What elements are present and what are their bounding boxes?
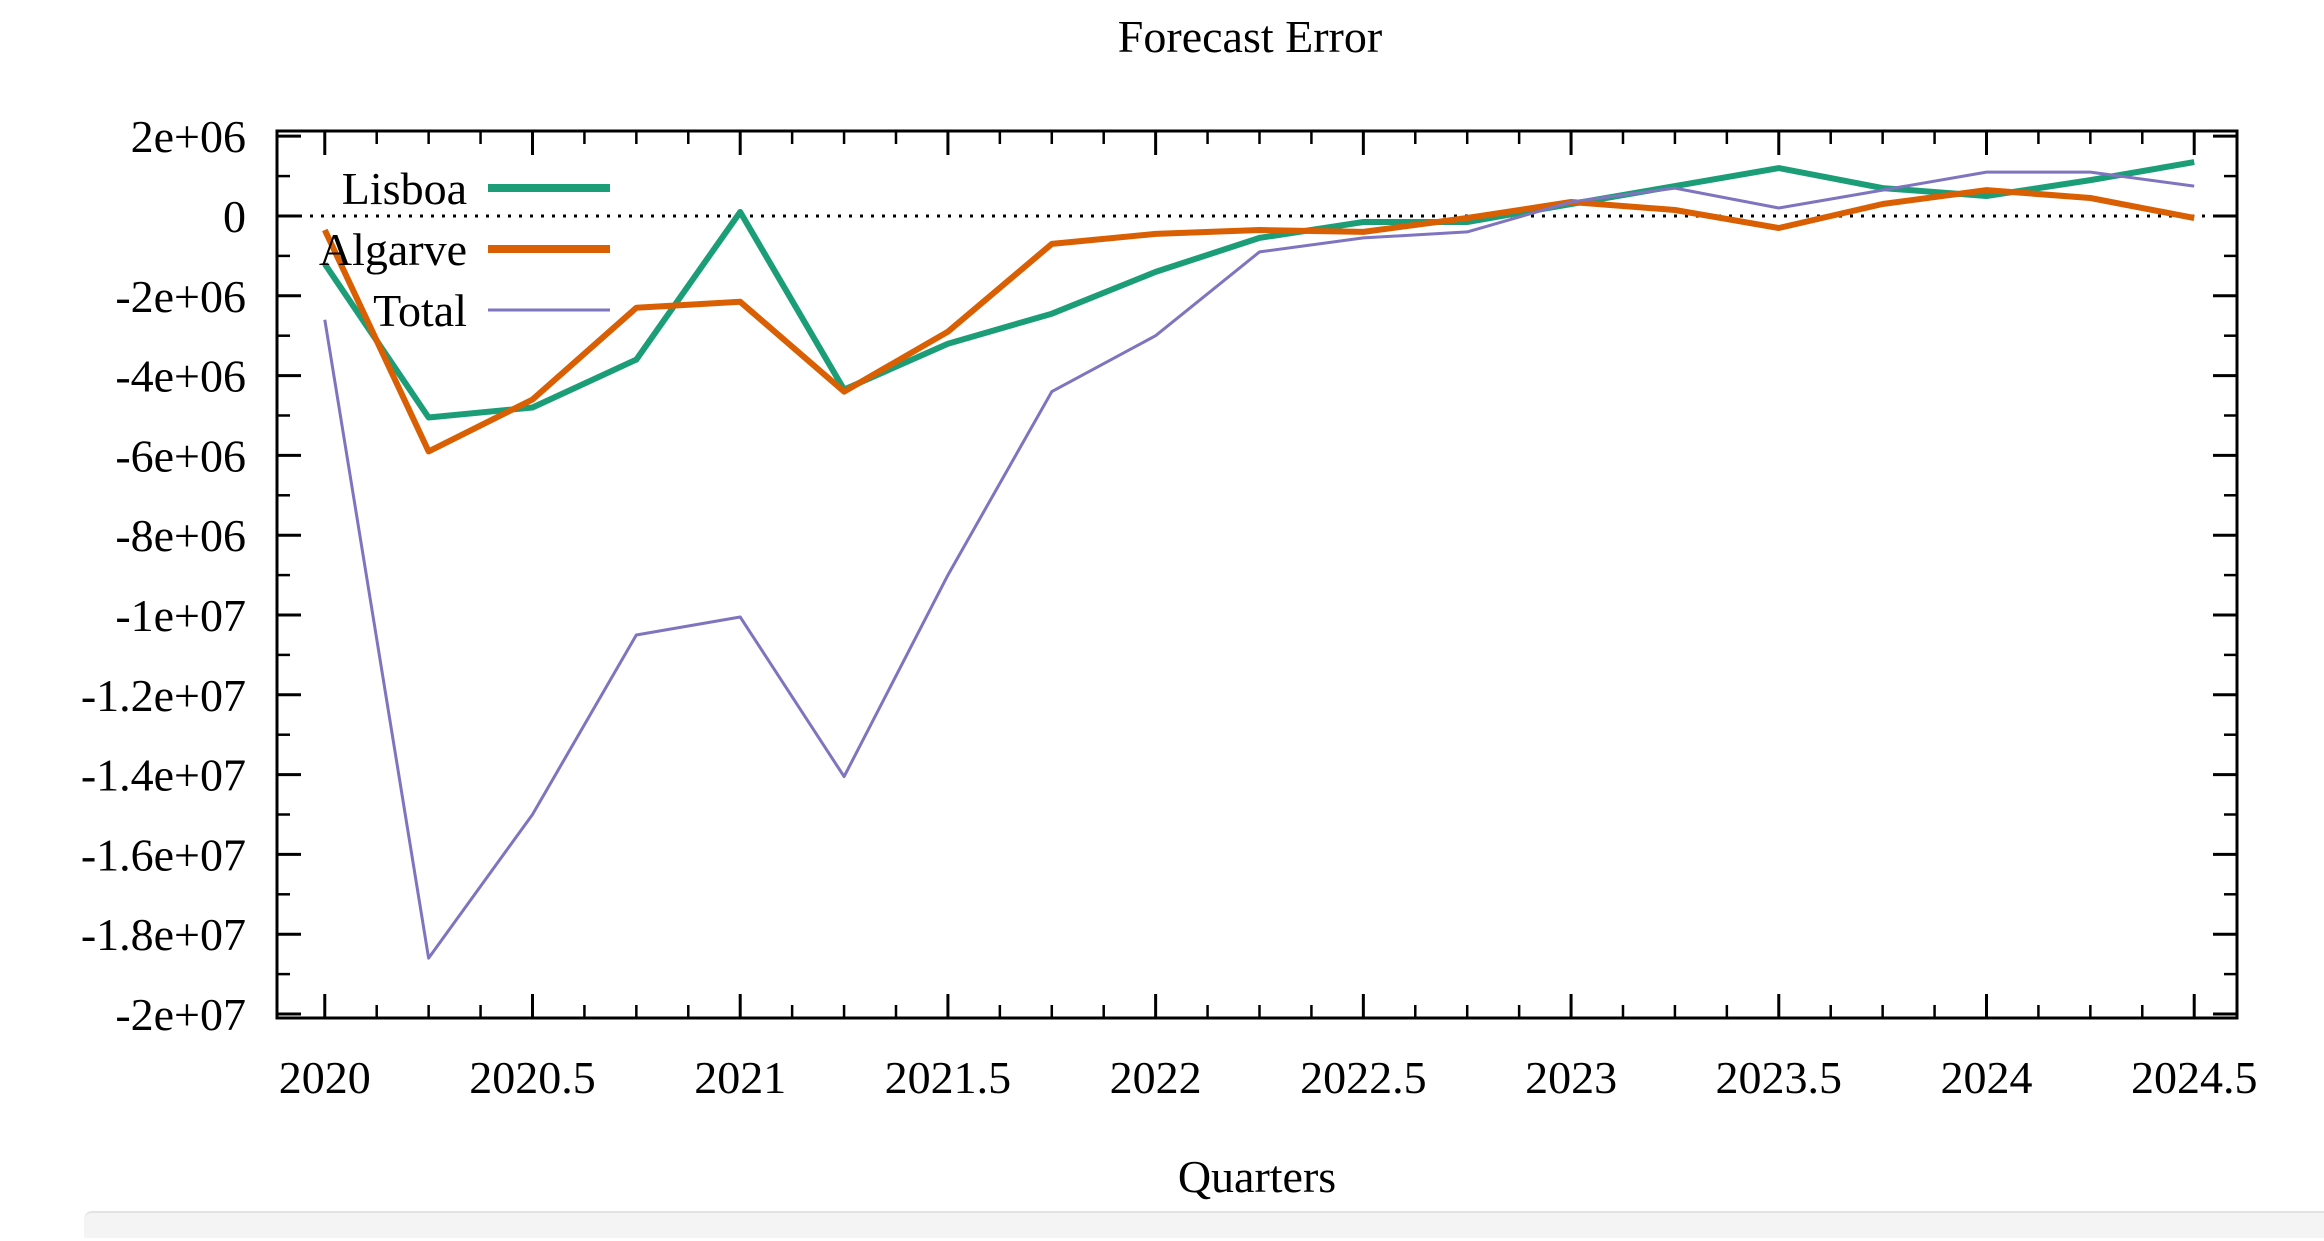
y-tick-label: -2e+07 <box>115 989 246 1040</box>
horizontal-scrollbar-track[interactable] <box>84 1211 2324 1238</box>
y-tick-label: -1.6e+07 <box>81 829 246 880</box>
y-tick-label: 2e+06 <box>131 111 246 162</box>
y-tick-label: -6e+06 <box>115 430 246 481</box>
y-tick-label: -4e+06 <box>115 351 246 402</box>
series-line-lisboa <box>322 159 2195 421</box>
x-tick-label: 2024 <box>1940 1052 2032 1103</box>
y-tick-label: -1.8e+07 <box>81 909 246 960</box>
x-axis-label: Quarters <box>1178 1151 1336 1202</box>
chart-title: Forecast Error <box>1118 11 1382 62</box>
series-line-algarve <box>322 187 2195 455</box>
y-tick-label: -1.4e+07 <box>81 750 246 801</box>
plot-layer: 2020 2020.5 2021 2021.5 2022 2022.5 2023 2023.5… <box>81 111 2258 1103</box>
x-tick-label: 2023.5 <box>1716 1052 1843 1103</box>
x-tick-label: 2020 <box>279 1052 371 1103</box>
x-tick-label: 2021 <box>694 1052 786 1103</box>
y-tick-label: -1.2e+07 <box>81 670 246 721</box>
series-line-total <box>323 170 2195 960</box>
x-tick-label: 2020.5 <box>469 1052 596 1103</box>
y-tick-label: -8e+06 <box>115 510 246 561</box>
x-tick-label: 2022.5 <box>1300 1052 1427 1103</box>
x-tick-label: 2024.5 <box>2131 1052 2258 1103</box>
legend-label-lisboa: Lisboa <box>342 163 467 214</box>
legend-label-algarve: Algarve <box>319 224 467 275</box>
y-tick-label: -2e+06 <box>115 271 246 322</box>
legend-label-total: Total <box>373 285 467 336</box>
x-tick-label: 2021.5 <box>885 1052 1012 1103</box>
y-tick-label: 0 <box>223 191 246 242</box>
y-tick-label: -1e+07 <box>115 590 246 641</box>
plot-border <box>275 129 2239 1020</box>
x-tick-label: 2022 <box>1110 1052 1202 1103</box>
x-tick-label: 2023 <box>1525 1052 1617 1103</box>
